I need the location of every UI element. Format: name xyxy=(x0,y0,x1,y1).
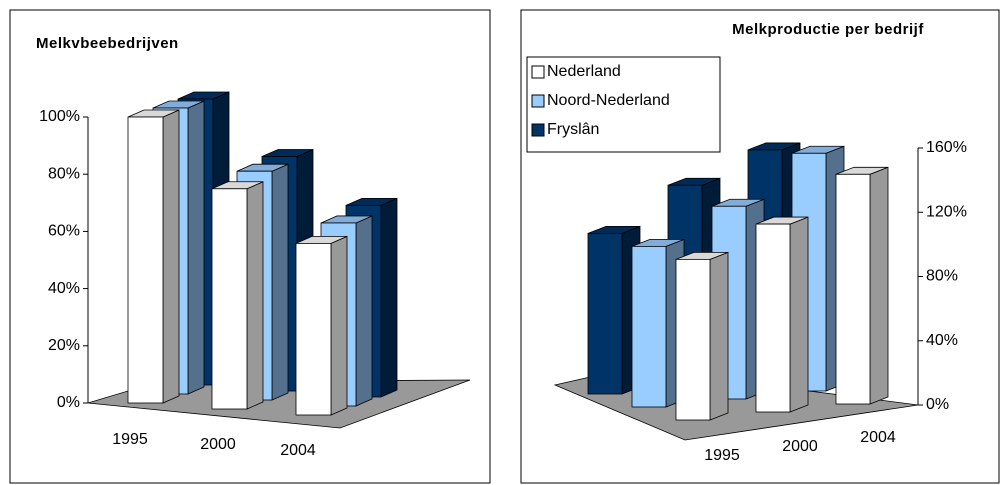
y-tick-label: 40% xyxy=(48,280,80,297)
legend-swatch xyxy=(531,123,545,137)
bar xyxy=(587,232,623,395)
y-tick-label: 80% xyxy=(48,165,80,182)
legend-label: Fryslân xyxy=(547,121,599,138)
bar-side xyxy=(271,163,289,401)
y-tick-label: 40% xyxy=(926,332,958,349)
bar xyxy=(631,245,667,408)
bar-side xyxy=(330,235,348,416)
y-tick-label: 0% xyxy=(926,396,949,413)
legend-swatch xyxy=(531,65,545,79)
y-tick-label: 120% xyxy=(926,203,967,220)
y-tick-label: 160% xyxy=(926,139,967,156)
x-tick-label: 1995 xyxy=(112,431,148,448)
y-tick-label: 20% xyxy=(48,337,80,354)
bar xyxy=(675,258,711,421)
bar-side xyxy=(246,181,264,410)
bar-side xyxy=(162,109,180,404)
y-tick-label: 80% xyxy=(926,268,958,285)
bar xyxy=(127,116,164,404)
y-tick-label: 60% xyxy=(48,223,80,240)
bar xyxy=(211,188,248,410)
bar xyxy=(295,242,332,416)
y-tick-label: 100% xyxy=(39,108,80,125)
bar-side xyxy=(789,216,809,413)
bar-side xyxy=(187,100,205,395)
x-tick-label: 2000 xyxy=(782,438,818,455)
chart-title: Melkproductie per bedrijf xyxy=(732,21,924,38)
legend-label: Nederland xyxy=(547,63,621,80)
bar xyxy=(835,173,871,405)
legend-label: Noord-Nederland xyxy=(547,92,670,109)
bar-side xyxy=(355,215,373,407)
chart-title: Melkvbeebedrijven xyxy=(36,35,179,52)
y-tick-label: 0% xyxy=(57,394,80,411)
bar-side xyxy=(709,251,729,421)
legend-swatch xyxy=(531,94,545,108)
bar-side xyxy=(380,197,398,398)
bar-side xyxy=(869,166,889,405)
x-tick-label: 1995 xyxy=(704,447,740,464)
legend-box xyxy=(526,56,721,153)
x-tick-label: 2000 xyxy=(200,436,236,453)
bar xyxy=(755,223,791,413)
x-tick-label: 2004 xyxy=(280,442,316,459)
x-tick-label: 2004 xyxy=(860,429,896,446)
